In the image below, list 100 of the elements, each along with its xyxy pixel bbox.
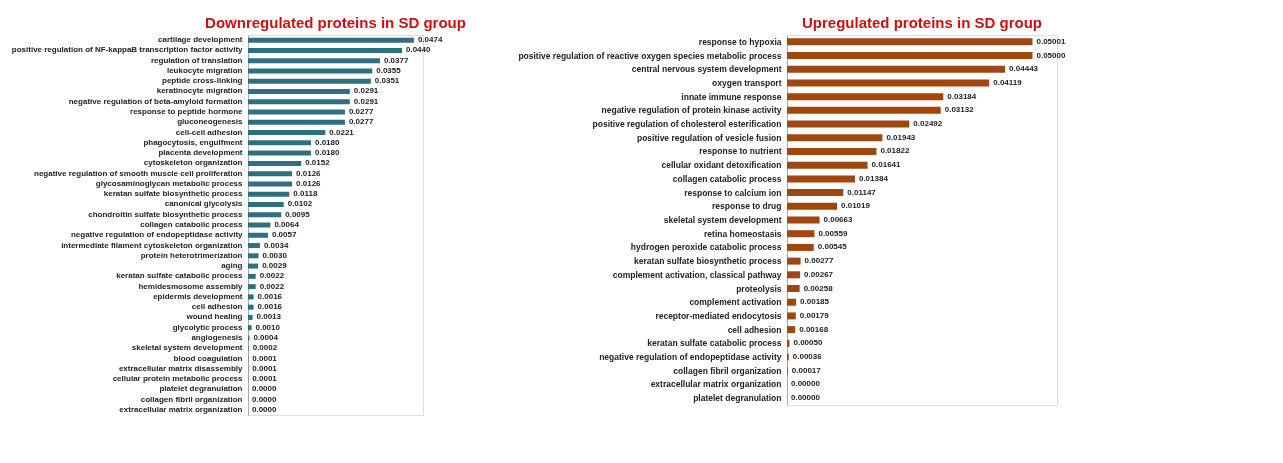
y-tick-label: innate immune response xyxy=(681,91,782,102)
data-label: 0.00017 xyxy=(791,365,822,375)
data-label: 0.0180 xyxy=(315,148,341,158)
y-tick-label: cell adhesion xyxy=(727,324,782,335)
bar xyxy=(248,222,271,228)
data-label: 0.0291 xyxy=(353,86,379,96)
data-label: 0.0277 xyxy=(348,107,374,117)
data-label: 0.0126 xyxy=(296,168,322,178)
data-label: 0.01641 xyxy=(871,160,902,170)
bar xyxy=(787,79,990,87)
data-label: 0.0474 xyxy=(417,35,443,45)
data-label: 0.00185 xyxy=(800,297,830,307)
bar xyxy=(248,78,371,84)
y-tick-label: epidermis development xyxy=(153,291,243,301)
data-label: 0.03132 xyxy=(944,105,975,115)
y-tick-label: cytoskeleton organization xyxy=(143,158,243,168)
bar xyxy=(787,189,844,197)
y-tick-label: collagen fibril organization xyxy=(673,365,782,376)
bar xyxy=(787,52,1033,60)
bar xyxy=(787,106,941,114)
bar xyxy=(787,120,910,128)
y-tick-label: cartilage development xyxy=(158,35,243,45)
bar xyxy=(248,109,345,115)
bar xyxy=(248,47,402,53)
y-tick-label: cell adhesion xyxy=(191,302,243,312)
data-label: 0.00036 xyxy=(792,352,823,362)
y-tick-label: response to peptide hormone xyxy=(130,107,244,117)
bar xyxy=(248,119,345,125)
data-label: 0.0010 xyxy=(255,322,281,332)
y-tick-label: collagen catabolic process xyxy=(140,220,244,229)
data-label: 0.00000 xyxy=(791,393,821,403)
data-label: 0.00179 xyxy=(799,310,830,320)
bar xyxy=(248,140,311,146)
data-label: 0.00277 xyxy=(804,256,835,266)
data-label: 0.0355 xyxy=(376,65,402,75)
bar xyxy=(787,161,868,169)
data-label: 0.0029 xyxy=(262,261,288,271)
data-label: 0.0126 xyxy=(296,178,322,188)
y-tick-label: extracellular matrix disassembly xyxy=(118,363,244,373)
data-label: 0.00050 xyxy=(793,338,823,348)
bar xyxy=(248,325,252,331)
y-tick-label: protein heterotrimerization xyxy=(140,250,243,260)
bar xyxy=(248,37,414,43)
y-tick-label: collagen fibril organization xyxy=(140,394,243,404)
y-tick-label: extracellular matrix organization xyxy=(650,379,782,390)
bar xyxy=(787,216,820,224)
data-label: 0.00559 xyxy=(818,228,848,238)
bar xyxy=(248,181,293,187)
y-tick-label: positive regulation of cholesterol esterification xyxy=(592,119,782,130)
y-tick-label: response to drug xyxy=(712,201,782,212)
y-tick-label: leukocyte migration xyxy=(166,65,243,75)
data-label: 0.0022 xyxy=(259,281,285,291)
y-tick-label: keratan sulfate biosynthetic process xyxy=(103,189,244,199)
data-label: 0.0022 xyxy=(259,271,285,281)
data-label: 0.0440 xyxy=(406,45,432,55)
bar xyxy=(787,38,1033,46)
bar xyxy=(787,134,883,142)
data-label: 0.00168 xyxy=(799,324,829,334)
y-tick-label: response to calcium ion xyxy=(684,187,782,198)
data-label: 0.0034 xyxy=(263,240,289,250)
bar xyxy=(787,230,815,238)
y-tick-label: keratinocyte migration xyxy=(156,86,243,96)
y-tick-label: complement activation xyxy=(689,297,782,308)
bar xyxy=(248,243,260,249)
bar xyxy=(248,253,259,259)
bar xyxy=(248,130,326,136)
y-tick-label: response to nutrient xyxy=(699,146,782,157)
data-label: 0.00545 xyxy=(817,242,848,252)
bar xyxy=(248,212,282,218)
bar xyxy=(248,88,350,94)
data-label: 0.0057 xyxy=(271,230,297,240)
y-tick-label: peptide cross-linking xyxy=(162,76,243,86)
y-tick-label: angiogenesis xyxy=(191,332,244,342)
data-label: 0.00000 xyxy=(791,379,821,389)
bar xyxy=(248,171,293,177)
bar xyxy=(248,284,256,290)
y-tick-label: keratan sulfate biosynthetic process xyxy=(634,256,782,267)
y-tick-label: regulation of translation xyxy=(150,55,243,65)
y-tick-label: chondroitin sulfate biosynthetic process xyxy=(88,209,244,219)
bar xyxy=(248,99,350,105)
data-label: 0.0016 xyxy=(257,291,283,301)
y-tick-label: receptor-mediated endocytosis xyxy=(655,310,782,321)
data-label: 0.0377 xyxy=(383,55,409,65)
y-tick-label: canonical glycolysis xyxy=(164,199,244,209)
y-tick-label: negative regulation of endopeptidase activity xyxy=(599,352,782,363)
chart-title: Downregulated proteins in SD group xyxy=(205,14,466,31)
y-tick-label: intermediate filament cytoskeleton organization xyxy=(61,240,243,250)
data-label: 0.0277 xyxy=(348,117,374,127)
bar xyxy=(248,160,302,166)
y-tick-label: glycolytic process xyxy=(172,322,244,332)
data-label: 0.03184 xyxy=(947,91,977,101)
data-label: 0.0221 xyxy=(329,127,355,137)
y-tick-label: response to hypoxia xyxy=(698,36,782,47)
bar xyxy=(787,202,838,210)
data-label: 0.0180 xyxy=(315,137,341,147)
data-label: 0.0016 xyxy=(257,302,283,312)
y-tick-label: extracellular matrix organization xyxy=(119,404,243,414)
data-label: 0.04119 xyxy=(993,77,1023,87)
bar xyxy=(248,304,254,310)
bar xyxy=(248,232,268,238)
